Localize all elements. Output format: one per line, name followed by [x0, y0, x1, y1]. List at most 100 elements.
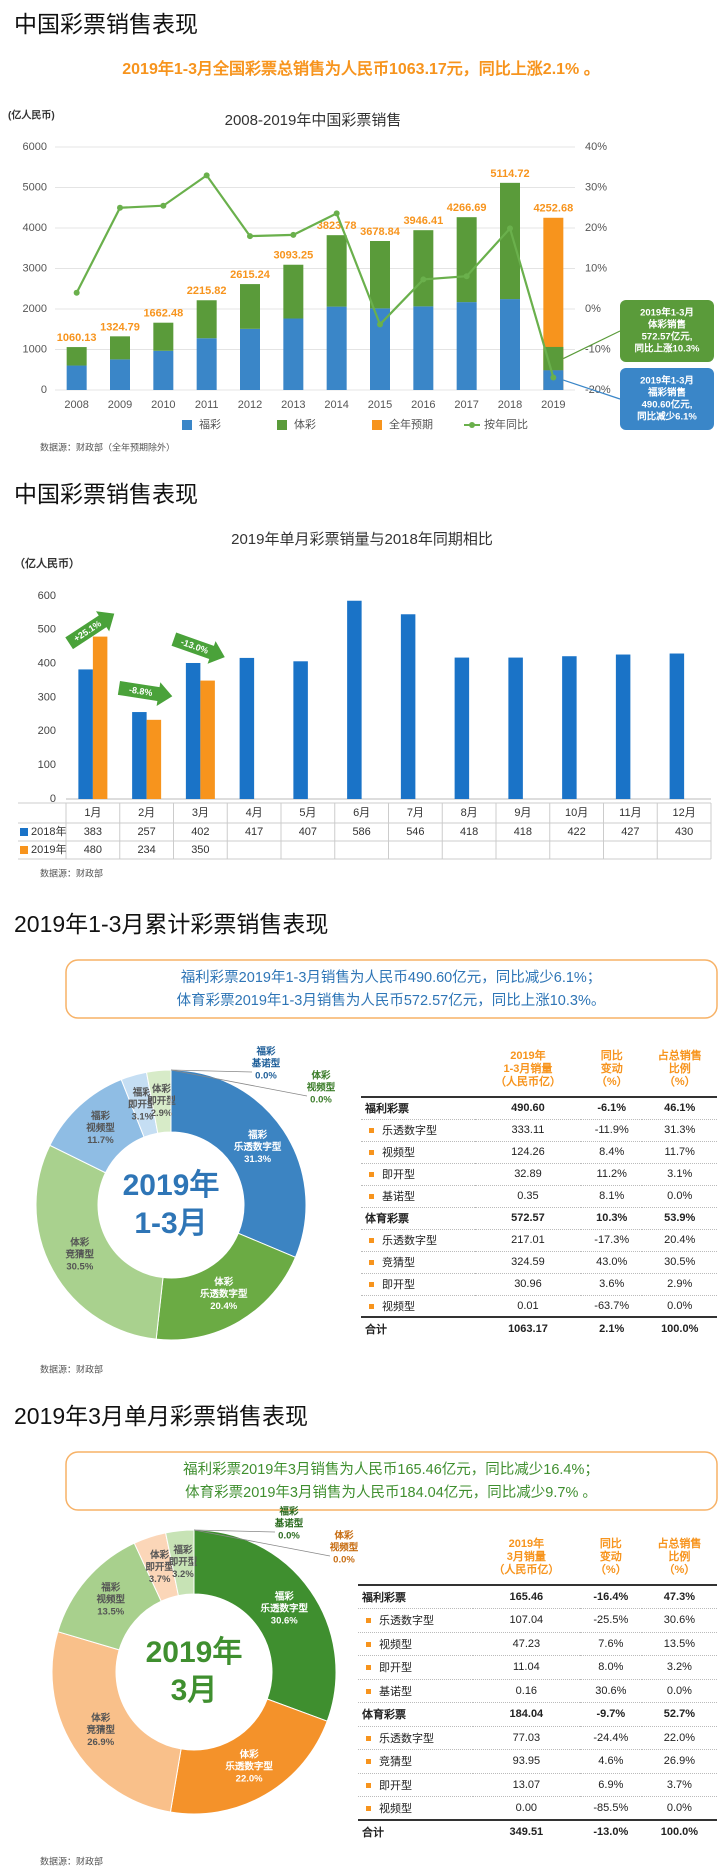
slice-label: 22.0% — [236, 1774, 263, 1785]
table-cell: 0.01 — [474, 1295, 581, 1318]
slice-label: 20.4% — [210, 1301, 237, 1312]
center-label: 2019年 — [123, 1169, 220, 1202]
slice-label: 13.5% — [97, 1607, 124, 1618]
header-text: （人民币亿） — [493, 1563, 560, 1576]
table-cell: 2.9% — [642, 1273, 717, 1296]
table-row: 视频型 47.23 7.6% 13.5% — [358, 1632, 717, 1656]
line-point — [160, 202, 167, 209]
table-header: 2019年 1-3月销量 （人民币亿） 同比 变动 （%） 占总销售 比例 （%） — [361, 1042, 717, 1098]
slice-label: 体彩 — [214, 1276, 234, 1288]
legend-label: 体彩 — [294, 417, 316, 431]
cell-text: 30.5% — [664, 1256, 696, 1268]
bar — [78, 669, 93, 799]
bar — [326, 306, 347, 390]
slice-label: 视频型 — [307, 1082, 336, 1094]
x-tick-label: 6月 — [353, 807, 370, 819]
slice-label: 福彩 — [278, 1506, 299, 1518]
table-cell: 13.5% — [641, 1632, 717, 1656]
table-cell: 93.95 — [472, 1749, 580, 1774]
x-tick-label: 4月 — [246, 807, 263, 819]
total-label: 2615.24 — [230, 269, 271, 281]
header-text: （%） — [594, 1563, 627, 1576]
bar — [347, 600, 362, 799]
table-cell: 乐透数字型 — [358, 1726, 473, 1750]
x-tick-label: 2011 — [195, 399, 219, 411]
cell-text: -63.7% — [594, 1299, 630, 1312]
table-cell: 77.03 — [472, 1726, 580, 1750]
table-value: 427 — [621, 826, 639, 838]
table-cell: 100.0% — [641, 1819, 717, 1844]
header-text: 变动 — [599, 1550, 622, 1563]
total-label: 1324.79 — [100, 321, 140, 333]
slice-label: 福彩 — [172, 1544, 193, 1556]
table-cell: 体育彩票 — [361, 1207, 475, 1230]
callout-text: 490.60亿元, — [642, 399, 693, 411]
table-cell: 0.0% — [642, 1185, 717, 1208]
bar — [543, 346, 564, 371]
bar — [500, 299, 520, 390]
slice-label: 即开型 — [128, 1099, 157, 1111]
slice-label: 体彩 — [311, 1070, 331, 1082]
x-tick-label: 3月 — [192, 807, 209, 819]
bar — [110, 359, 130, 390]
cell-text: 20.4% — [664, 1234, 696, 1246]
cell-text: 0.35 — [517, 1190, 539, 1202]
bar — [562, 656, 577, 799]
table-cell: 53.9% — [642, 1207, 717, 1230]
cell-text: 基诺型 — [379, 1685, 412, 1698]
header-cell: 2019年 1-3月销量 （人民币亿） — [474, 1042, 581, 1098]
y2-tick-label: 10% — [585, 262, 607, 274]
cell-text: 竞猜型 — [379, 1756, 412, 1769]
cell-text: -24.4% — [593, 1731, 629, 1744]
table-cell: 572.57 — [474, 1207, 581, 1230]
cell-text: 107.04 — [509, 1614, 544, 1627]
header-cell — [361, 1042, 475, 1098]
bullet — [369, 1172, 374, 1177]
total-label: 4266.69 — [447, 202, 487, 214]
table-cell: 6.9% — [579, 1773, 642, 1797]
cell-text: 0.0% — [667, 1299, 693, 1312]
header-text: 占总销售 — [657, 1049, 702, 1062]
bullet — [369, 1303, 374, 1309]
table-cell: 合计 — [361, 1316, 475, 1339]
table-value: 257 — [137, 826, 155, 838]
y-axis-label: (亿人民币) — [8, 109, 55, 122]
cell-text: 217.01 — [511, 1234, 545, 1246]
bullet — [366, 1665, 371, 1671]
slice-label: 竞猜型 — [85, 1724, 115, 1736]
table-cell: 333.11 — [474, 1119, 581, 1142]
stat-table: 2019年 1-3月销量 （人民币亿） 同比 变动 （%） 占总销售 比例 （%） 福利彩票 490… — [361, 1042, 717, 1339]
cell-text: 52.7% — [663, 1708, 695, 1721]
cell-text: 视频型 — [379, 1638, 412, 1651]
header-cell: 同比 变动 （%） — [581, 1042, 643, 1098]
y2-tick-label: 0% — [585, 303, 601, 315]
table-row: 体育彩票 184.04 -9.7% 52.7% — [358, 1702, 717, 1727]
table-cell: 349.51 — [472, 1819, 580, 1844]
table-cell: 0.35 — [474, 1185, 581, 1208]
slice-label: 视频型 — [330, 1542, 359, 1554]
x-tick-label: 11月 — [619, 807, 641, 819]
y-tick-label: 0 — [41, 384, 47, 396]
table-cell: 31.3% — [642, 1119, 717, 1142]
header-cell: 占总销售 比例 （%） — [642, 1042, 717, 1098]
cell-text: 32.89 — [514, 1168, 542, 1180]
legend-swatch — [469, 422, 475, 428]
callout-leader — [563, 379, 621, 400]
x-tick-label: 2018 — [498, 399, 522, 411]
label-leader — [193, 1529, 276, 1533]
cell-text: 47.3% — [663, 1591, 695, 1603]
cell-text: -17.3% — [594, 1234, 630, 1246]
header-text: （%） — [663, 1563, 696, 1576]
slice-label: 0.0% — [278, 1531, 300, 1542]
cell-text: -11.9% — [594, 1124, 629, 1136]
callout-text: 同比减少6.1% — [637, 411, 697, 423]
cell-text: 324.59 — [511, 1256, 545, 1268]
cell-text: 124.26 — [511, 1146, 545, 1158]
table-cell: 43.0% — [581, 1251, 643, 1274]
summary-line: 体育彩票2019年3月销售为人民币184.04亿元，同比减少9.7% 。 — [185, 1484, 597, 1501]
bar — [240, 328, 260, 390]
x-tick-label: 2015 — [368, 399, 392, 411]
table-value: 430 — [675, 826, 693, 838]
